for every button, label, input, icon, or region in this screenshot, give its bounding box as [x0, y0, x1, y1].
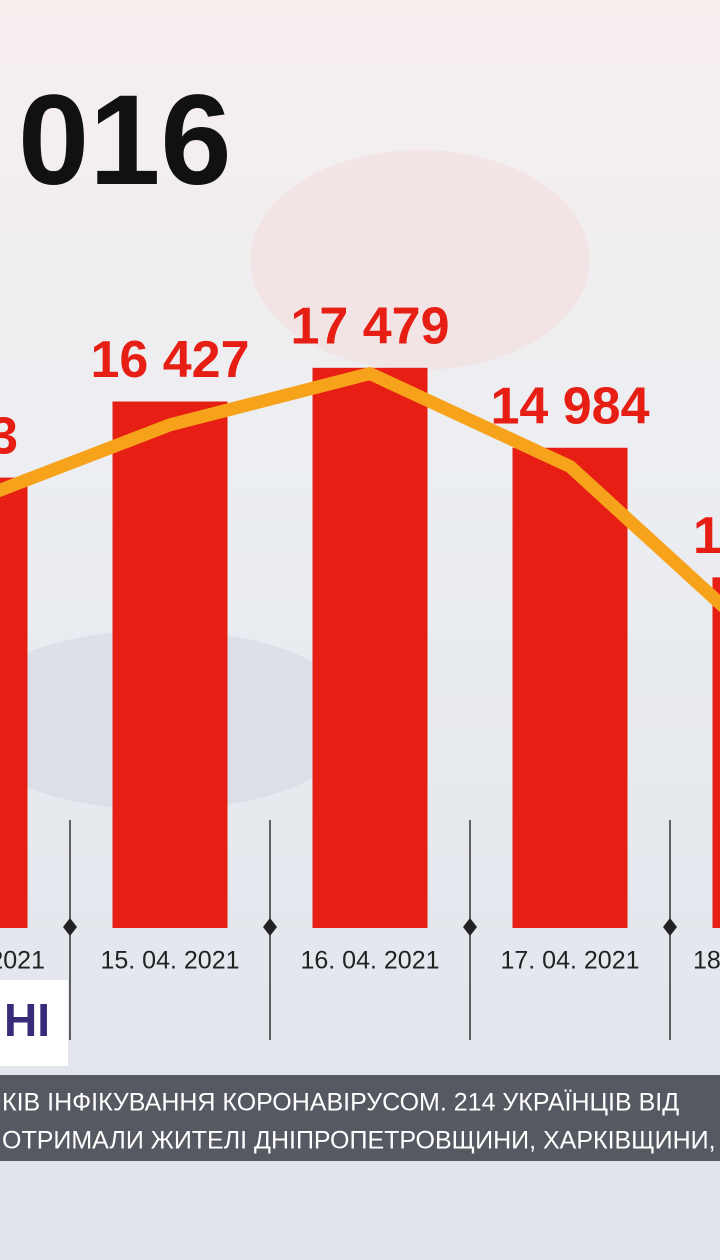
x-tick-label: 15. 04. 2021	[100, 947, 239, 975]
ticker-line: ОТРИМАЛИ ЖИТЕЛІ ДНІПРОПЕТРОВЩИНИ, ХАРКІВ…	[2, 1127, 716, 1155]
value-label: 17 479	[290, 298, 449, 356]
bar	[712, 577, 720, 928]
x-tick-label: 17. 04. 2021	[500, 947, 639, 975]
value-label: 14 984	[490, 377, 649, 435]
separator-diamond	[663, 918, 677, 936]
separator-diamond	[463, 918, 477, 936]
separator-diamond	[63, 918, 77, 936]
separator-diamond	[263, 918, 277, 936]
badge-box	[0, 980, 68, 1066]
plot: 53 2021 16 427 15. 04. 2021 17 479 16. 04. 20…	[0, 298, 720, 1040]
bar	[0, 477, 28, 928]
x-tick-label: 16. 04. 2021	[300, 947, 439, 975]
bar	[112, 401, 228, 928]
ticker-band	[0, 1075, 720, 1161]
x-tick-label: 2021	[0, 947, 45, 975]
value-label: 53	[0, 407, 18, 465]
headline: 016	[18, 69, 232, 212]
bar	[312, 367, 428, 928]
badge: НІ	[4, 994, 50, 1046]
bar	[512, 447, 628, 928]
trend-line	[0, 367, 720, 613]
value-label: 10	[693, 507, 720, 565]
value-label: 16 427	[90, 331, 249, 389]
backdrop-blob	[250, 150, 590, 370]
x-tick-label: 18	[693, 947, 720, 975]
ticker-line: КІВ ІНФІКУВАННЯ КОРОНАВІРУСОМ. 214 УКРАЇ…	[2, 1089, 679, 1117]
